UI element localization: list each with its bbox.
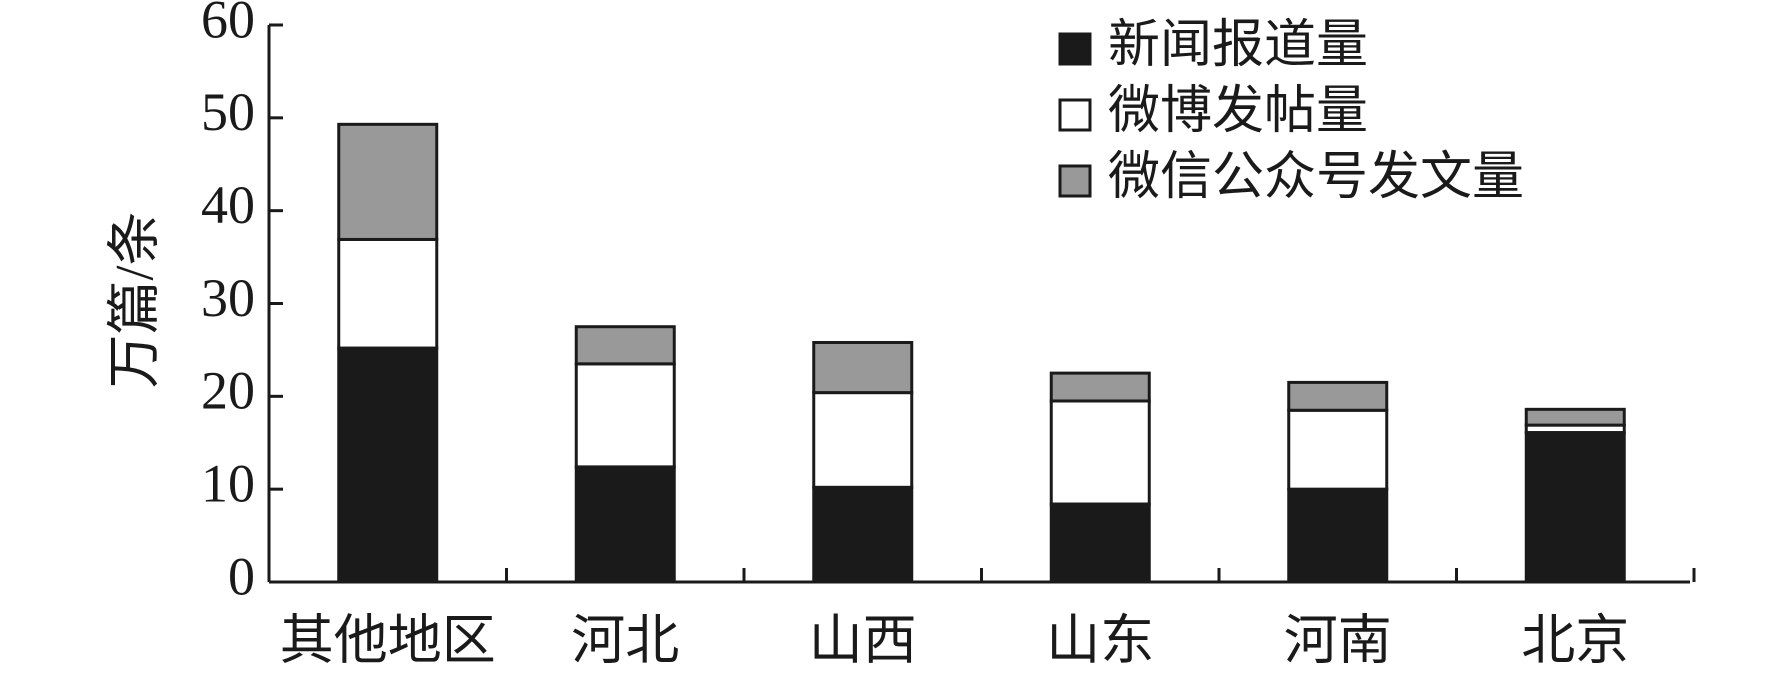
legend-label: 新闻报道量: [1108, 17, 1368, 74]
x-tick-label: 河南: [1284, 610, 1392, 670]
bar-segment: [574, 325, 676, 366]
bar-segment: [812, 340, 914, 395]
y-tick-label: 20: [201, 361, 255, 421]
y-axis-label: 万篇/条: [104, 211, 164, 388]
bar-segment: [337, 122, 439, 241]
y-tick-label: 60: [201, 0, 255, 49]
legend-swatch: [1058, 164, 1092, 198]
bar-segment: [1049, 399, 1151, 506]
x-tick-label: 其他地区: [280, 610, 496, 670]
legend-label: 微博发帖量: [1108, 83, 1368, 140]
x-tick-label: 河北: [571, 610, 679, 670]
bar-segment: [574, 465, 676, 584]
bar-segment: [337, 237, 439, 350]
bar-segment: [1287, 380, 1389, 412]
bar-segment: [1524, 431, 1626, 584]
bar-segment: [1049, 502, 1151, 584]
bar-segment: [812, 391, 914, 489]
y-tick-label: 10: [201, 454, 255, 514]
y-tick-label: 50: [201, 82, 255, 142]
bar-segment: [337, 346, 439, 584]
legend-label: 微信公众号发文量: [1108, 149, 1524, 206]
y-tick-label: 30: [201, 268, 255, 328]
y-tick-label: 40: [201, 175, 255, 235]
bar-segment: [812, 485, 914, 584]
bar-segment: [1287, 487, 1389, 584]
bar-segment: [1049, 371, 1151, 403]
legend-swatch: [1058, 32, 1092, 66]
x-tick-label: 山西: [809, 610, 917, 670]
legend-swatch: [1058, 98, 1092, 132]
x-tick-label: 北京: [1521, 610, 1629, 670]
bar-segment: [1524, 407, 1626, 427]
bar-segment: [1287, 408, 1389, 491]
y-tick-label: 0: [228, 546, 255, 606]
bar-segment: [574, 362, 676, 469]
x-tick-label: 山东: [1046, 610, 1154, 670]
